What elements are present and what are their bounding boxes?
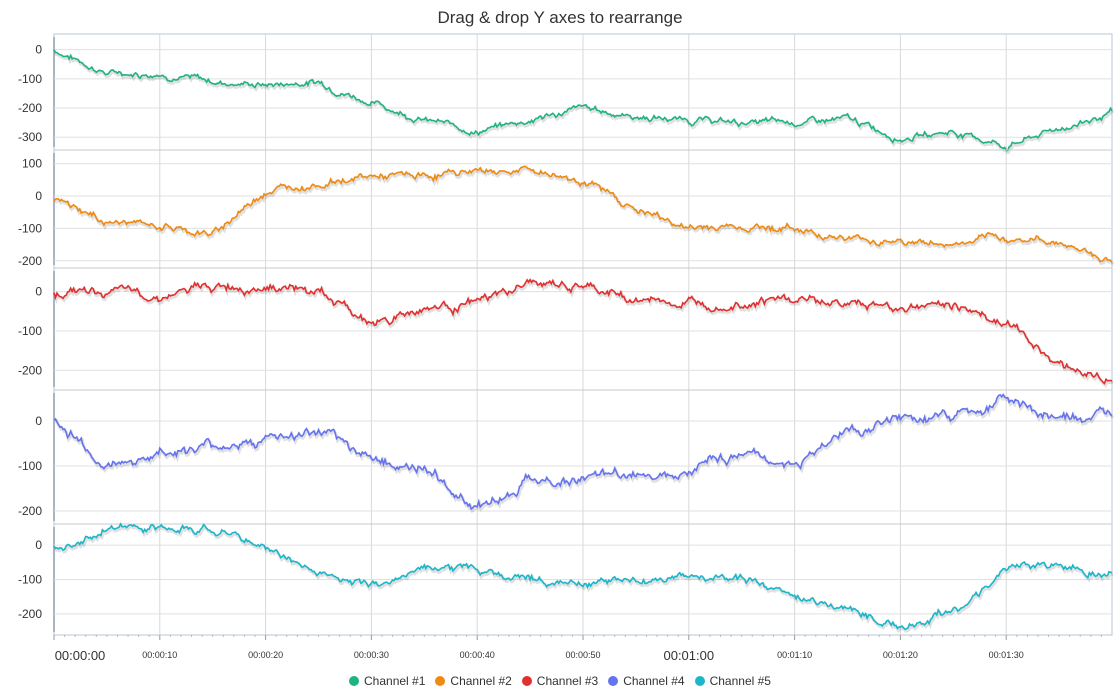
y-tick-label: -100 — [18, 72, 42, 86]
legend-marker-icon — [608, 676, 619, 686]
legend-marker-icon — [435, 676, 446, 686]
x-tick-label: 00:01:20 — [883, 650, 918, 660]
y-tick-label: -100 — [18, 573, 42, 587]
x-tick-label: 00:00:30 — [354, 650, 389, 660]
y-tick-label: 0 — [35, 538, 42, 552]
legend-marker-icon — [694, 676, 705, 686]
series-1-group: 0 -100 -200 -300 — [18, 37, 1115, 154]
y-tick-label: -100 — [18, 221, 42, 235]
legend-item-channel-2[interactable]: Channel #2 — [435, 674, 512, 688]
y-tick-label: 0 — [35, 414, 42, 428]
legend-label: Channel #5 — [709, 674, 771, 688]
legend-label: Channel #4 — [623, 674, 685, 688]
series-line-channel-2[interactable] — [53, 165, 1113, 263]
y-tick-label: -300 — [18, 130, 42, 144]
series-line-channel-5[interactable] — [53, 522, 1113, 631]
x-tick-label: 00:00:00 — [55, 648, 106, 663]
y-tick-label: -100 — [18, 324, 42, 338]
series-1-shadow — [53, 50, 1115, 154]
x-tick-label: 00:01:00 — [663, 648, 714, 663]
series-line-channel-4[interactable] — [53, 393, 1113, 511]
legend-label: Channel #1 — [364, 674, 426, 688]
legend-item-channel-4[interactable]: Channel #4 — [608, 674, 685, 688]
y-tick-label: 100 — [22, 157, 42, 171]
line-chart[interactable]: 00:00:00 00:00:10 00:00:20 00:00:30 00:00:40… — [0, 0, 1120, 670]
series-5-group: 0 -100 -200 — [18, 522, 1114, 633]
y-tick-label: -200 — [18, 101, 42, 115]
legend-label: Channel #2 — [450, 674, 512, 688]
legend-item-channel-3[interactable]: Channel #3 — [521, 674, 599, 688]
x-tick-label: 00:00:40 — [460, 650, 495, 660]
series-line-channel-1[interactable] — [53, 49, 1113, 152]
y-tick-label: -100 — [18, 459, 42, 473]
series-2-group: 100 0 -100 -200 — [18, 149, 1115, 268]
y-tick-label: 0 — [35, 189, 42, 203]
legend-marker-icon — [349, 676, 360, 686]
x-tick-label: 00:01:30 — [989, 650, 1024, 660]
x-tick-label: 00:00:50 — [565, 650, 600, 660]
series-line-channel-3[interactable] — [53, 278, 1113, 385]
x-tick-label: 00:00:20 — [248, 650, 283, 660]
series-4-group: 0 -100 -200 — [18, 389, 1115, 521]
series-5-shadow — [53, 522, 1114, 633]
series-3-shadow — [53, 278, 1114, 389]
legend: Channel #1 Channel #2 Channel #3 Channel #4… — [0, 674, 1120, 688]
chart-title: Drag & drop Y axes to rearrange — [437, 8, 683, 27]
series-2-shadow — [53, 166, 1115, 266]
y-tick-label: 0 — [35, 43, 42, 57]
legend-item-channel-5[interactable]: Channel #5 — [694, 674, 771, 688]
y-tick-label: -200 — [18, 607, 42, 621]
series-4-shadow — [53, 393, 1115, 514]
legend-label: Channel #3 — [536, 674, 599, 688]
y-tick-label: -200 — [18, 504, 42, 518]
legend-item-channel-1[interactable]: Channel #1 — [349, 674, 425, 688]
y-tick-label: 0 — [35, 285, 42, 299]
x-tick-label: 00:00:10 — [142, 650, 177, 660]
y-tick-label: -200 — [18, 254, 42, 268]
legend-marker-icon — [521, 676, 532, 686]
y-tick-label: -200 — [18, 363, 42, 377]
series-3-group: 0 -100 -200 — [18, 267, 1114, 389]
x-tick-label: 00:01:10 — [777, 650, 812, 660]
